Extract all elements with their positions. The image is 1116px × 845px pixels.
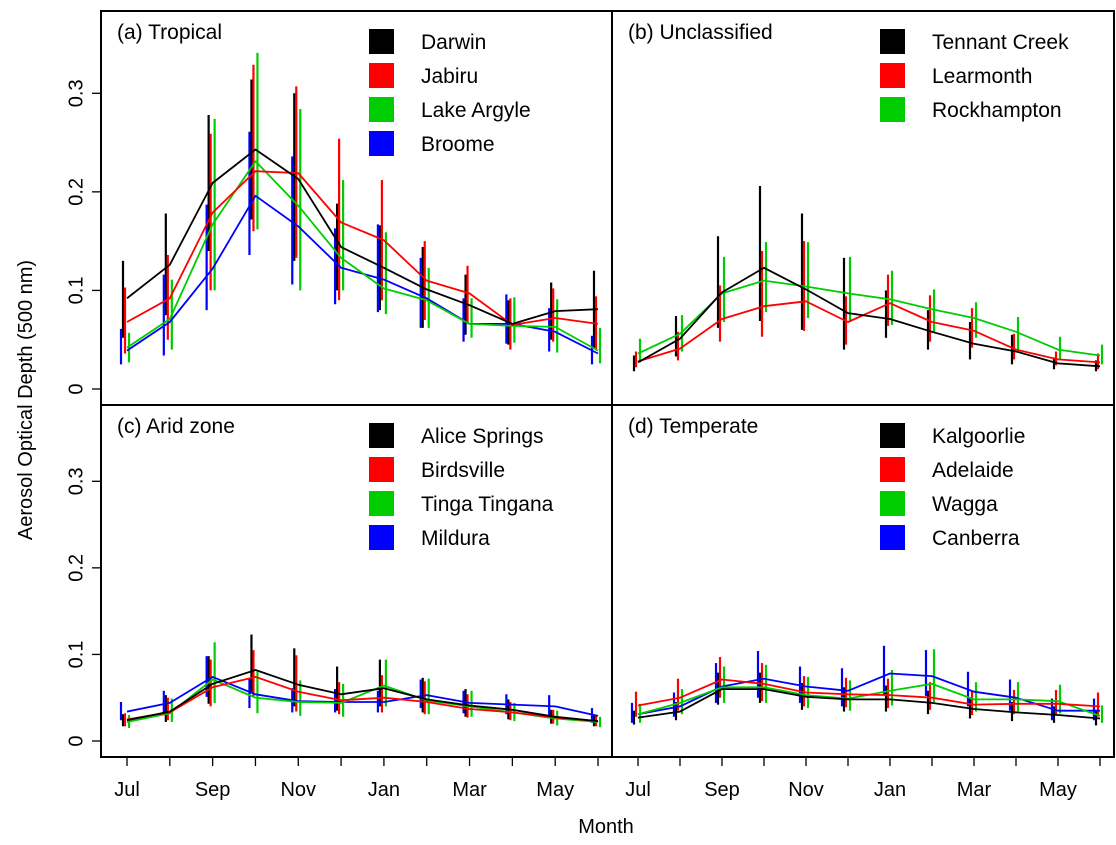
- x-tick-label: Jan: [368, 779, 400, 801]
- panel-title: (c) Arid zone: [117, 415, 235, 438]
- legend-label: Darwin: [421, 31, 486, 54]
- series-line-learmonth: [637, 300, 1101, 364]
- panel-title: (d) Temperate: [628, 415, 758, 438]
- legend-swatch: [369, 423, 394, 448]
- legend-label: Alice Springs: [421, 425, 544, 448]
- panel-title: (b) Unclassified: [628, 21, 773, 44]
- legend-label: Wagga: [932, 493, 998, 516]
- x-tick-label: Mar: [452, 779, 487, 801]
- y-tick-label: 0.1: [65, 641, 87, 669]
- legend-label: Mildura: [421, 527, 490, 550]
- legend-label: Adelaide: [932, 459, 1014, 482]
- legend-label: Rockhampton: [932, 99, 1062, 122]
- legend-label: Tennant Creek: [932, 31, 1069, 54]
- x-tick-label: May: [536, 779, 574, 801]
- x-tick-label: Mar: [957, 779, 992, 801]
- x-axis-title: Month: [578, 816, 634, 838]
- legend-label: Birdsville: [421, 459, 505, 482]
- panel-frame: [611, 404, 1115, 758]
- legend-label: Canberra: [932, 527, 1020, 550]
- y-tick-label: 0.2: [65, 554, 87, 582]
- x-tick-label: Nov: [788, 779, 824, 801]
- series-line-mildura: [126, 676, 599, 717]
- y-tick-label: 0: [65, 735, 87, 746]
- x-tick-label: Nov: [280, 779, 316, 801]
- panel-frame: [100, 404, 613, 758]
- panel-4: Jul Sep Nov Jan Mar May (d) Temperate Kalgoorli…: [611, 404, 1115, 801]
- legend-swatch: [880, 63, 905, 88]
- series-line-alice-springs: [126, 669, 599, 722]
- panel-frame: [100, 10, 613, 406]
- series-line-tennant-creek: [637, 266, 1101, 368]
- series-line-broome: [126, 194, 599, 355]
- legend-label: Broome: [421, 133, 495, 156]
- legend-swatch: [880, 457, 905, 482]
- y-axis-title: Aerosol Optical Depth (500 nm): [15, 260, 37, 540]
- x-tick-label: Jul: [625, 779, 651, 801]
- legend-swatch: [880, 29, 905, 54]
- legend-swatch: [880, 525, 905, 550]
- legend-label: Kalgoorlie: [932, 425, 1025, 448]
- panel-3: 0 0.1 0.2 0.3 Jul Sep Nov Jan Mar May (c) Arid zon…: [65, 404, 613, 801]
- legend-swatch: [369, 525, 394, 550]
- x-tick-label: May: [1039, 779, 1077, 801]
- y-tick-label: 0.3: [65, 467, 87, 495]
- legend-swatch: [369, 97, 394, 122]
- legend-swatch: [880, 423, 905, 448]
- series-line-rockhampton: [637, 279, 1101, 357]
- x-tick-label: Sep: [704, 779, 740, 801]
- legend-swatch: [369, 457, 394, 482]
- legend-swatch: [369, 29, 394, 54]
- legend-label: Jabiru: [421, 65, 478, 88]
- series-line-kalgoorlie: [637, 688, 1101, 720]
- series-line-birdsville: [126, 676, 599, 722]
- legend-label: Tinga Tingana: [421, 493, 554, 516]
- legend-swatch: [880, 97, 905, 122]
- legend-swatch: [369, 131, 394, 156]
- x-tick-label: Jul: [114, 779, 140, 801]
- legend-label: Lake Argyle: [421, 99, 531, 122]
- x-tick-label: Jan: [874, 779, 906, 801]
- legend-label: Learmonth: [932, 65, 1032, 88]
- panel-1: 0 0.1 0.2 0.3 (a) Tropical Darwin Jabiru Lake A…: [65, 10, 613, 406]
- legend-swatch: [369, 491, 394, 516]
- y-tick-label: 0.1: [65, 277, 87, 305]
- panel-title: (a) Tropical: [117, 21, 222, 44]
- y-tick-label: 0: [65, 383, 87, 394]
- series-line-jabiru: [126, 170, 599, 326]
- legend-swatch: [369, 63, 394, 88]
- y-tick-label: 0.3: [65, 79, 87, 107]
- y-tick-label: 0.2: [65, 178, 87, 206]
- x-tick-label: Sep: [195, 779, 231, 801]
- series-line-adelaide: [637, 678, 1101, 708]
- panel-frame: [611, 10, 1115, 406]
- panels-layer: 0 0.1 0.2 0.3 (a) Tropical Darwin Jabiru Lake A…: [65, 10, 1115, 801]
- series-line-darwin: [126, 148, 599, 325]
- legend-swatch: [880, 491, 905, 516]
- panel-2: (b) Unclassified Tennant Creek Learmonth Ro…: [611, 10, 1115, 406]
- series-line-lake-argyle: [126, 160, 599, 352]
